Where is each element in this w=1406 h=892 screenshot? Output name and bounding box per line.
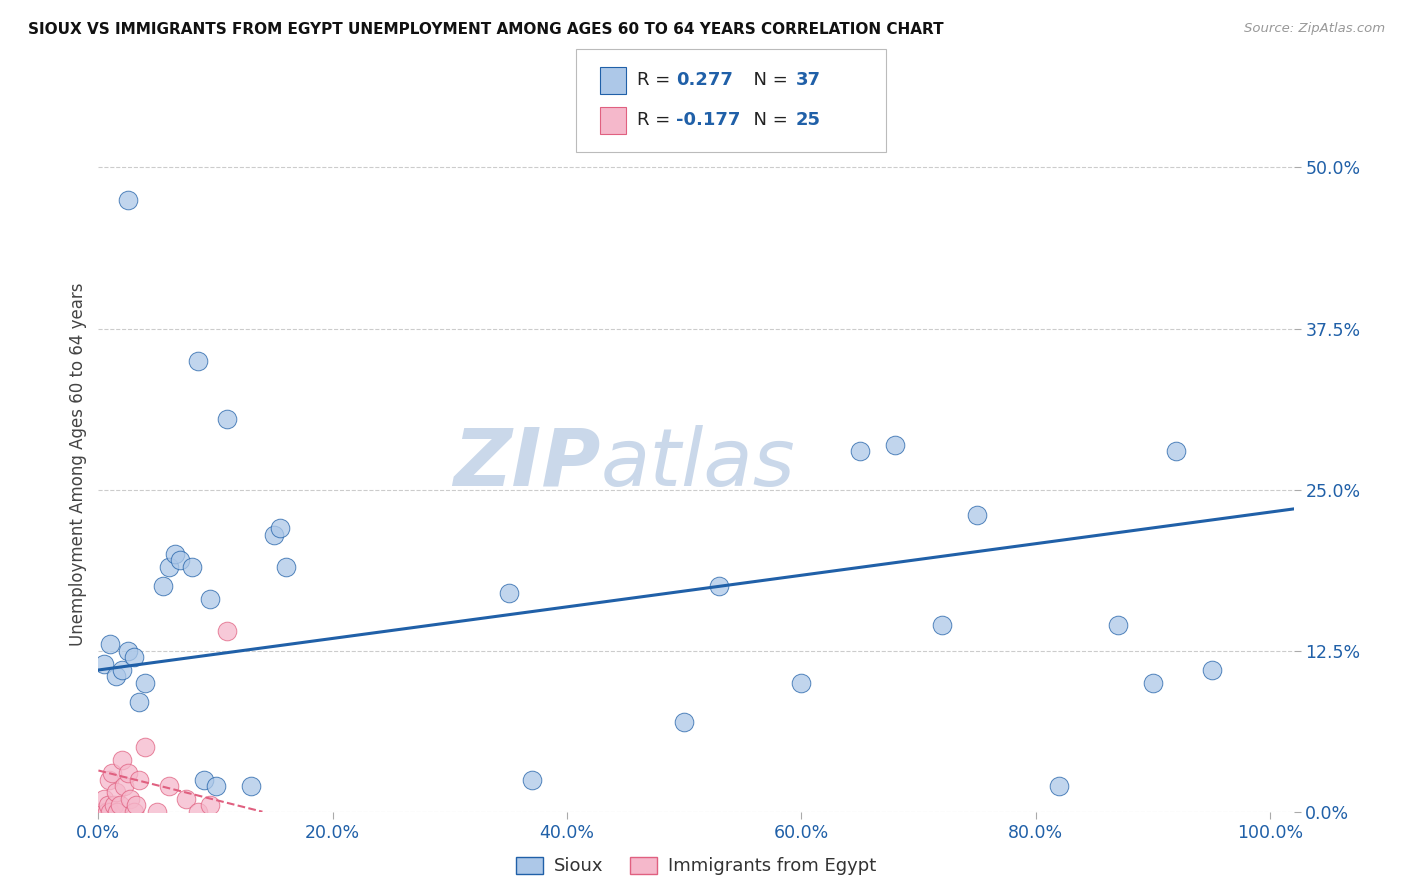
Point	[125, 798, 148, 813]
Point	[93, 792, 115, 806]
Text: SIOUX VS IMMIGRANTS FROM EGYPT UNEMPLOYMENT AMONG AGES 60 TO 64 YEARS CORRELATIO: SIOUX VS IMMIGRANTS FROM EGYPT UNEMPLOYM…	[28, 22, 943, 37]
Point	[105, 785, 127, 799]
Point	[157, 779, 180, 793]
Point	[96, 805, 118, 819]
Point	[122, 650, 145, 665]
Point	[111, 753, 134, 767]
Point	[146, 805, 169, 819]
Point	[498, 585, 520, 599]
Point	[198, 592, 221, 607]
Text: atlas: atlas	[600, 425, 796, 503]
Point	[217, 411, 239, 425]
Point	[98, 637, 121, 651]
Point	[98, 805, 121, 819]
Legend: Sioux, Immigrants from Egypt: Sioux, Immigrants from Egypt	[509, 849, 883, 883]
Point	[263, 527, 285, 541]
Point	[128, 772, 150, 787]
Point	[1166, 444, 1188, 458]
Text: -0.177: -0.177	[676, 112, 741, 129]
Point	[134, 740, 156, 755]
Point	[187, 353, 209, 368]
Point	[1201, 663, 1223, 677]
Point	[520, 772, 543, 787]
Point	[134, 676, 156, 690]
Point	[849, 444, 872, 458]
Text: 25: 25	[796, 112, 821, 129]
Text: ZIP: ZIP	[453, 425, 600, 503]
Text: Source: ZipAtlas.com: Source: ZipAtlas.com	[1244, 22, 1385, 36]
Point	[1142, 676, 1164, 690]
Point	[117, 766, 139, 780]
Point	[217, 624, 239, 639]
Point	[884, 437, 907, 451]
Point	[120, 792, 141, 806]
Point	[103, 798, 125, 813]
Point	[193, 772, 215, 787]
Point	[274, 560, 297, 574]
Text: R =: R =	[637, 112, 676, 129]
Point	[966, 508, 988, 523]
Point	[101, 766, 124, 780]
Point	[269, 521, 291, 535]
Point	[111, 663, 134, 677]
Text: 37: 37	[796, 71, 821, 89]
Point	[931, 618, 953, 632]
Point	[198, 798, 221, 813]
Point	[97, 798, 120, 813]
Point	[122, 805, 145, 819]
Point	[187, 805, 209, 819]
Point	[112, 779, 135, 793]
Point	[117, 193, 139, 207]
Point	[108, 798, 131, 813]
Point	[105, 669, 127, 683]
Text: R =: R =	[637, 71, 676, 89]
Point	[93, 657, 115, 671]
Y-axis label: Unemployment Among Ages 60 to 64 years: Unemployment Among Ages 60 to 64 years	[69, 282, 87, 646]
Point	[790, 676, 813, 690]
Point	[169, 553, 191, 567]
Point	[157, 560, 180, 574]
Point	[90, 805, 114, 819]
Point	[152, 579, 174, 593]
Point	[181, 560, 204, 574]
Point	[1107, 618, 1129, 632]
Point	[1047, 779, 1070, 793]
Point	[673, 714, 696, 729]
Point	[174, 792, 197, 806]
Point	[163, 547, 186, 561]
Point	[239, 779, 262, 793]
Text: 0.277: 0.277	[676, 71, 733, 89]
Point	[204, 779, 226, 793]
Point	[128, 695, 150, 709]
Point	[98, 772, 121, 787]
Point	[117, 643, 139, 657]
Text: N =: N =	[742, 71, 794, 89]
Point	[105, 805, 128, 819]
Point	[709, 579, 731, 593]
Text: N =: N =	[742, 112, 794, 129]
